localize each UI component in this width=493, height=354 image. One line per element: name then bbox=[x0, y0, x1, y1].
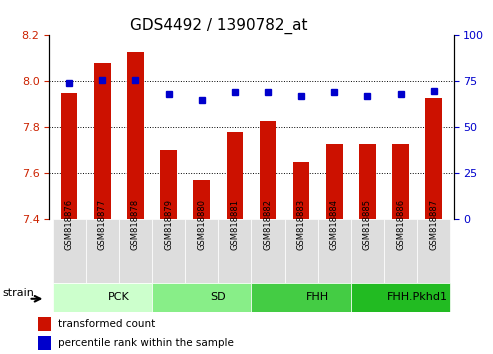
Bar bbox=[293, 162, 310, 219]
Text: GSM818884: GSM818884 bbox=[330, 199, 339, 250]
Text: GSM818887: GSM818887 bbox=[429, 199, 438, 250]
Bar bbox=[326, 144, 343, 219]
FancyBboxPatch shape bbox=[384, 219, 417, 283]
FancyBboxPatch shape bbox=[53, 283, 152, 312]
Bar bbox=[260, 121, 276, 219]
FancyBboxPatch shape bbox=[351, 283, 450, 312]
FancyBboxPatch shape bbox=[251, 219, 284, 283]
Text: GSM818885: GSM818885 bbox=[363, 199, 372, 250]
Text: GSM818880: GSM818880 bbox=[197, 199, 206, 250]
FancyBboxPatch shape bbox=[251, 283, 351, 312]
FancyBboxPatch shape bbox=[218, 219, 251, 283]
Text: GSM818886: GSM818886 bbox=[396, 199, 405, 250]
Text: GSM818883: GSM818883 bbox=[297, 199, 306, 250]
FancyBboxPatch shape bbox=[185, 219, 218, 283]
Text: FHH.Pkhd1: FHH.Pkhd1 bbox=[387, 292, 448, 302]
FancyBboxPatch shape bbox=[351, 219, 384, 283]
Text: GSM818878: GSM818878 bbox=[131, 199, 140, 250]
Bar bbox=[94, 63, 110, 219]
Text: transformed count: transformed count bbox=[58, 319, 155, 329]
Text: GSM818882: GSM818882 bbox=[263, 199, 273, 250]
Bar bbox=[193, 181, 210, 219]
Bar bbox=[425, 98, 442, 219]
Text: GSM818877: GSM818877 bbox=[98, 199, 107, 250]
Bar bbox=[38, 336, 51, 350]
Bar bbox=[359, 144, 376, 219]
Bar bbox=[127, 51, 144, 219]
Text: strain: strain bbox=[2, 288, 35, 298]
Bar bbox=[160, 150, 177, 219]
Text: percentile rank within the sample: percentile rank within the sample bbox=[58, 338, 234, 348]
FancyBboxPatch shape bbox=[152, 219, 185, 283]
Bar bbox=[61, 93, 77, 219]
Text: GSM818881: GSM818881 bbox=[230, 199, 240, 250]
Text: GSM818876: GSM818876 bbox=[65, 199, 73, 250]
FancyBboxPatch shape bbox=[152, 283, 251, 312]
Bar bbox=[392, 144, 409, 219]
FancyBboxPatch shape bbox=[86, 219, 119, 283]
FancyBboxPatch shape bbox=[119, 219, 152, 283]
FancyBboxPatch shape bbox=[417, 219, 450, 283]
FancyBboxPatch shape bbox=[53, 219, 86, 283]
Text: GSM818879: GSM818879 bbox=[164, 199, 173, 250]
Title: GDS4492 / 1390782_at: GDS4492 / 1390782_at bbox=[130, 18, 308, 34]
FancyBboxPatch shape bbox=[317, 219, 351, 283]
Text: PCK: PCK bbox=[108, 292, 130, 302]
Bar bbox=[227, 132, 243, 219]
Text: FHH: FHH bbox=[306, 292, 329, 302]
Text: SD: SD bbox=[211, 292, 226, 302]
Bar bbox=[38, 317, 51, 331]
FancyBboxPatch shape bbox=[284, 219, 317, 283]
